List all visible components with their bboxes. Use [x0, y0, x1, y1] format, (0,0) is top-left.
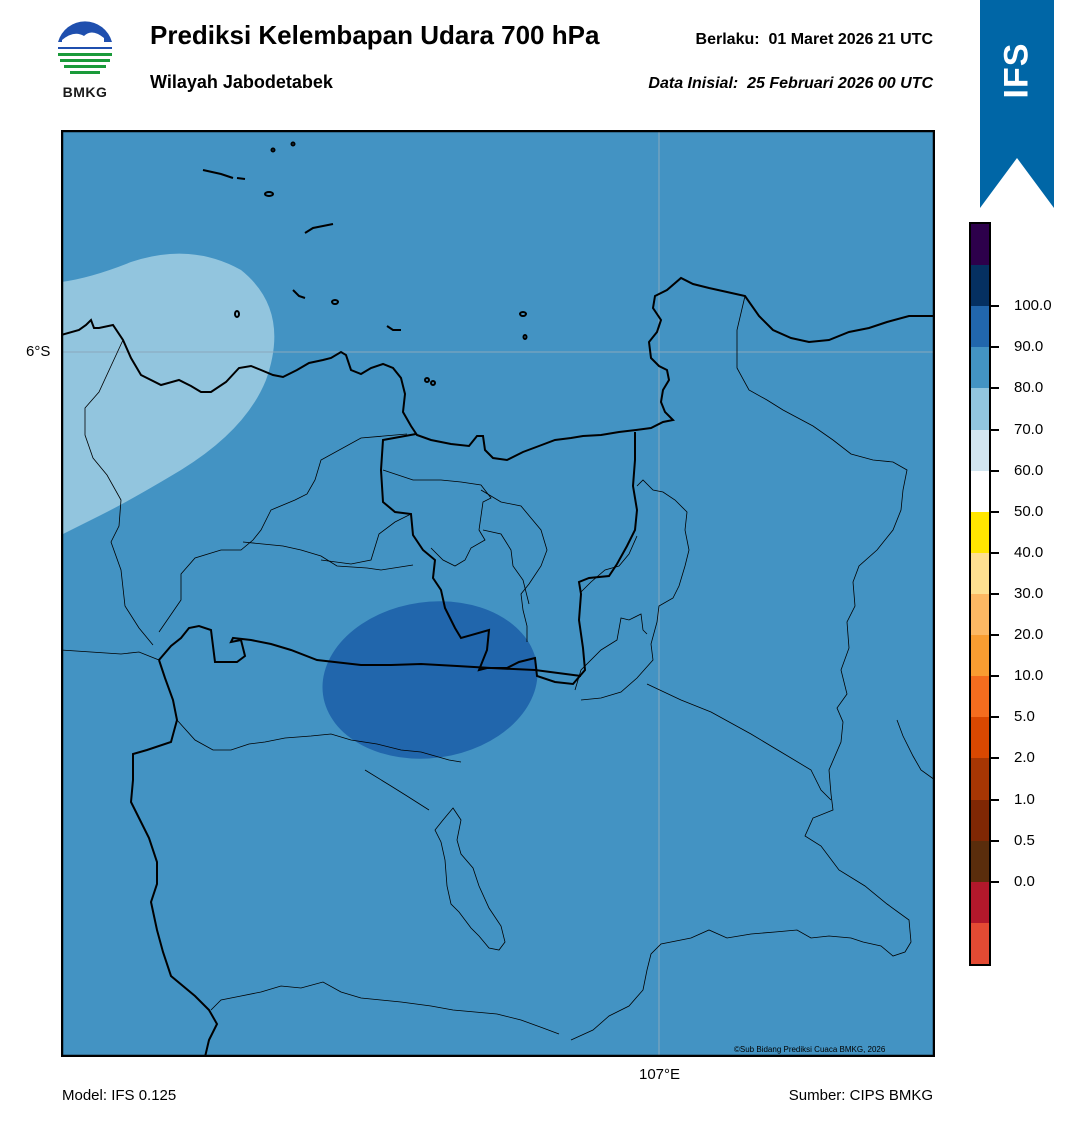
colorbar-tick: [991, 839, 999, 842]
province-border: [129, 659, 219, 1057]
colorbar-segment: [971, 265, 989, 307]
colorbar-segment: [971, 224, 989, 266]
province-border: [379, 432, 639, 686]
bmkg-logo-icon: [55, 21, 115, 81]
colorbar-tick: [991, 469, 999, 472]
district-borders: [61, 295, 935, 1041]
ifs-banner-icon: [980, 0, 1054, 208]
bmkg-logo-text: BMKG: [62, 84, 108, 100]
colorbar-segment: [971, 758, 989, 800]
colorbar-tick: [991, 387, 999, 390]
colorbar-segment: [971, 799, 989, 841]
colorbar-tick: [991, 716, 999, 719]
colorbar-segment: [971, 552, 989, 594]
data-source: Sumber: CIPS BMKG: [788, 1087, 933, 1104]
colorbar-segment: [971, 347, 989, 389]
colorbar-tick: [991, 551, 999, 554]
colorbar-tick: [991, 593, 999, 595]
colorbar-label: 50.0: [1014, 502, 1044, 520]
colorbar-label: 0.5: [1014, 831, 1035, 849]
colorbar-label: 5.0: [1014, 708, 1035, 726]
coastline: [61, 276, 935, 462]
colorbar-segment: [971, 840, 989, 882]
colorbar-segment: [971, 635, 989, 677]
colorbar-label: 10.0: [1014, 667, 1044, 685]
init-time-value: 25 Februari 2026 00 UTC: [747, 75, 933, 92]
valid-time-value: 01 Maret 2026 21 UTC: [768, 31, 933, 48]
colorbar-label: 1.0: [1014, 790, 1035, 808]
colorbar-tick: [991, 757, 999, 760]
valid-time-label: Berlaku:: [695, 31, 760, 48]
colorbar-label: 2.0: [1014, 749, 1035, 767]
colorbar-label: 70.0: [1014, 420, 1044, 438]
colorbar-tick: [991, 675, 999, 678]
colorbar-tick: [991, 428, 999, 431]
latitude-label: 6°S: [26, 343, 51, 360]
colorbar-segment: [971, 593, 989, 636]
colorbar-tick: [991, 510, 999, 513]
colorbar-label: 0.0: [1014, 872, 1035, 890]
colorbar-label: 80.0: [1014, 379, 1044, 397]
colorbar-segment: [971, 470, 989, 512]
humidity-region-central: [322, 601, 538, 759]
region-subtitle: Wilayah Jabodetabek: [150, 72, 333, 92]
colorbar: [969, 222, 991, 966]
init-time-label: Data Inisial:: [648, 75, 739, 92]
colorbar-segment: [971, 676, 989, 718]
colorbar-label: 40.0: [1014, 543, 1044, 561]
colorbar-label: 100.0: [1014, 297, 1052, 315]
colorbar-tick: [991, 305, 999, 308]
map-credit: ©Sub Bidang Prediksi Cuaca BMKG, 2026: [734, 1045, 886, 1054]
colorbar-tick: [991, 634, 999, 637]
colorbar-segment: [971, 922, 989, 964]
colorbar-segment: [971, 388, 989, 430]
islands: [202, 141, 528, 386]
colorbar-segment: [971, 511, 989, 553]
province-border: [158, 624, 582, 677]
colorbar-tick: [991, 346, 999, 349]
map-title: Prediksi Kelembapan Udara 700 hPa: [150, 20, 600, 50]
longitude-label: 107°E: [639, 1066, 681, 1083]
colorbar-label: 20.0: [1014, 626, 1044, 644]
colorbar-segment: [971, 429, 989, 471]
colorbar-tick: [991, 798, 999, 801]
colorbar-label: 60.0: [1014, 461, 1044, 479]
colorbar-segment: [971, 717, 989, 759]
valid-time: Berlaku: 01 Maret 2026 21 UTC: [696, 31, 933, 49]
model-info: Model: IFS 0.125: [62, 1087, 177, 1104]
colorbar-label: 30.0: [1014, 585, 1044, 602]
humidity-map: [61, 130, 935, 1057]
humidity-region-northwest: [61, 253, 275, 535]
colorbar-segment: [971, 881, 989, 923]
colorbar-label: 90.0: [1014, 338, 1044, 356]
init-time: Data Inisial: 25 Februari 2026 00 UTC: [648, 75, 933, 93]
colorbar-segment: [971, 306, 989, 348]
colorbar-tick: [991, 880, 999, 883]
ifs-badge: IFS: [997, 42, 1036, 98]
